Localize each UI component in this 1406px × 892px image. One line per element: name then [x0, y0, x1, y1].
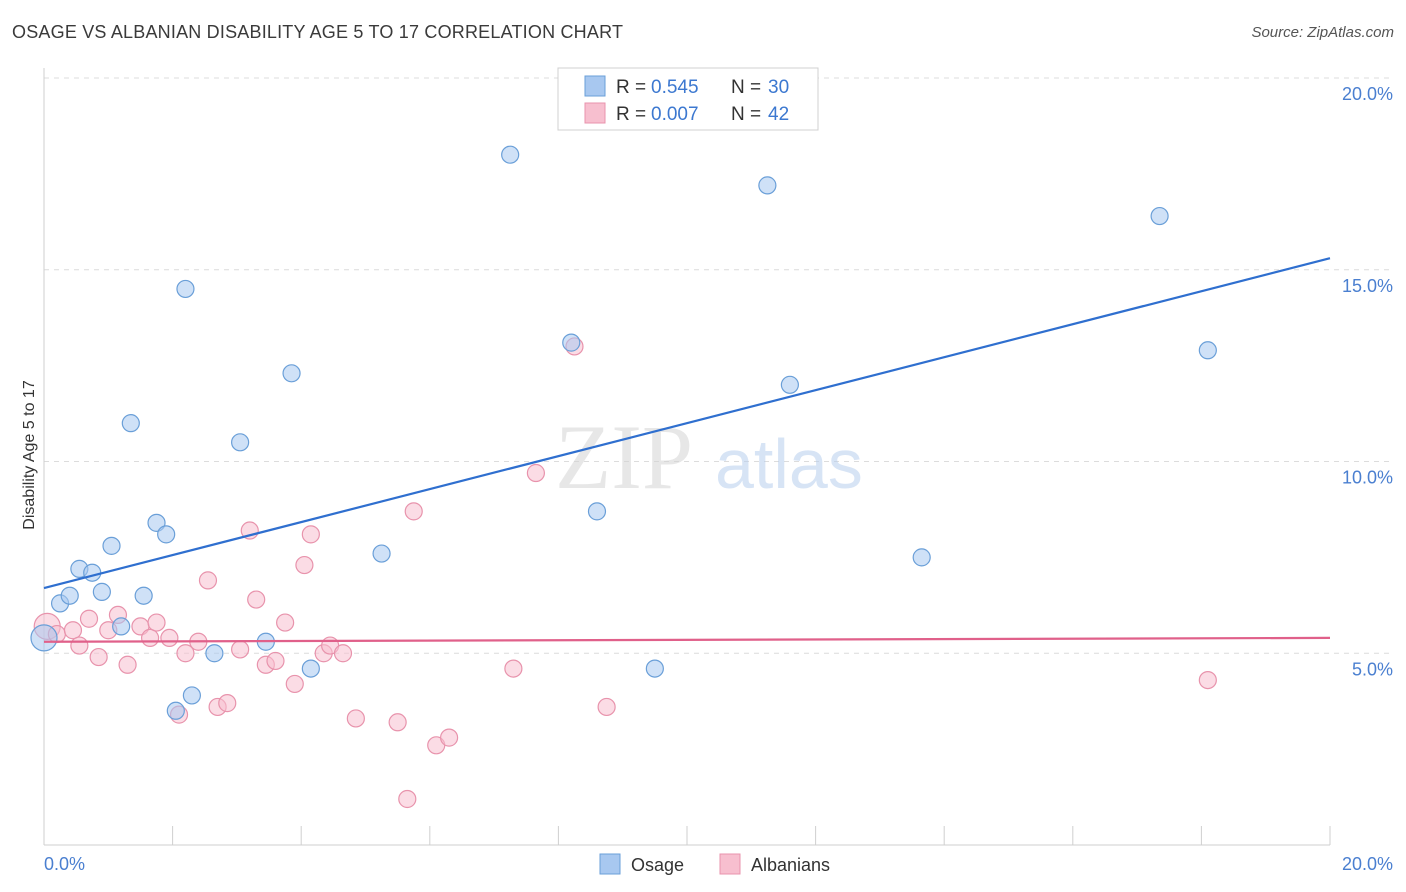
legend-swatch-osage: [584, 75, 606, 97]
albanians-point: [70, 636, 89, 655]
albanians-point: [295, 555, 314, 575]
osage-point: [205, 644, 224, 663]
osage-point: [1198, 341, 1217, 360]
albanians-point: [231, 640, 250, 659]
x-tick-max: 20.0%: [1342, 854, 1393, 874]
osage-point: [587, 502, 607, 521]
albanians-point: [439, 728, 459, 747]
albanians-point: [63, 621, 83, 640]
osage-point: [102, 536, 121, 555]
osage-point: [372, 544, 391, 563]
osage-point: [1150, 206, 1169, 226]
albanians-point: [118, 655, 137, 674]
legend-r-value-osage: 0.545: [651, 77, 699, 98]
albanians-point: [160, 628, 179, 648]
albanians-point: [526, 463, 545, 483]
osage-point: [176, 279, 195, 299]
osage-point: [30, 624, 58, 652]
albanians-point: [404, 502, 423, 521]
osage-trend-line: [43, 257, 1331, 590]
osage-point: [182, 686, 201, 705]
albanians-point: [147, 613, 166, 632]
albanians-point: [504, 659, 523, 678]
albanians-trend-line: [43, 636, 1331, 643]
albanians-point: [388, 713, 407, 732]
gridlines: [44, 77, 1393, 654]
albanians-point: [218, 694, 237, 713]
y-tick-labels: 5.0% 10.0% 15.0% 20.0%: [1342, 84, 1393, 679]
osage-point: [282, 364, 301, 383]
correlation-legend: R = 0.545 N = 30 R = 0.007 N = 42: [557, 67, 819, 131]
bottom-legend-osage: Osage: [631, 855, 684, 875]
y-tick-label: 15.0%: [1342, 276, 1393, 296]
albanians-point: [301, 525, 320, 544]
bottom-legend-albanians: Albanians: [751, 855, 830, 875]
albanians-point: [597, 697, 616, 717]
series-legend: Osage Albanians: [599, 853, 830, 875]
albanians-point: [346, 709, 365, 728]
watermark: ZIP atlas: [555, 406, 863, 508]
legend-swatch-albanians: [584, 102, 606, 124]
legend-n-value-albanians: 42: [768, 104, 789, 125]
legend-r-label-albanians: R =: [616, 104, 646, 125]
osage-point: [645, 659, 664, 678]
osage-point: [912, 548, 931, 567]
chart-title: OSAGE VS ALBANIAN DISABILITY AGE 5 TO 17…: [12, 22, 624, 42]
trend-lines: [43, 257, 1331, 643]
albanians-point: [89, 647, 108, 667]
osage-point: [157, 525, 176, 544]
albanians-point: [333, 644, 353, 663]
osage-point: [501, 145, 520, 164]
osage-point: [121, 414, 140, 433]
albanians-point: [247, 590, 266, 609]
axes: [43, 68, 1331, 846]
chart-source: Source: ZipAtlas.com: [1251, 24, 1394, 41]
albanians-point: [398, 789, 417, 809]
y-tick-label: 5.0%: [1352, 659, 1393, 679]
legend-n-value-osage: 30: [768, 77, 789, 98]
albanians-point: [79, 609, 99, 628]
osage-point: [83, 563, 102, 582]
osage-point: [92, 582, 111, 601]
osage-point: [562, 333, 581, 352]
albanians-point: [276, 613, 295, 632]
bottom-legend-swatch-osage: [599, 853, 621, 875]
y-tick-label: 20.0%: [1342, 84, 1393, 104]
osage-point: [758, 176, 777, 195]
albanians-point: [140, 628, 160, 648]
osage-point: [231, 433, 250, 452]
y-tick-label: 10.0%: [1342, 468, 1393, 488]
albanians-point: [285, 674, 304, 694]
osage-point: [112, 617, 131, 636]
osage-point: [134, 586, 153, 605]
osage-point: [780, 375, 799, 394]
bottom-legend-swatch-albanians: [719, 853, 741, 875]
osage-point: [301, 659, 320, 678]
watermark-atlas: atlas: [715, 425, 863, 503]
watermark-zip: ZIP: [555, 406, 693, 508]
albanians-point: [266, 651, 285, 671]
osage-point: [166, 701, 185, 720]
legend-r-label-osage: R =: [616, 77, 646, 98]
osage-point: [60, 586, 79, 605]
albanians-point: [1198, 670, 1217, 690]
legend-n-label-albanians: N =: [731, 104, 761, 125]
albanians-point: [176, 644, 195, 663]
albanians-point: [198, 571, 218, 590]
x-tick-min: 0.0%: [44, 854, 85, 874]
legend-r-value-albanians: 0.007: [651, 104, 699, 125]
legend-n-label-osage: N =: [731, 77, 761, 98]
y-axis-label: Disability Age 5 to 17: [21, 380, 38, 530]
